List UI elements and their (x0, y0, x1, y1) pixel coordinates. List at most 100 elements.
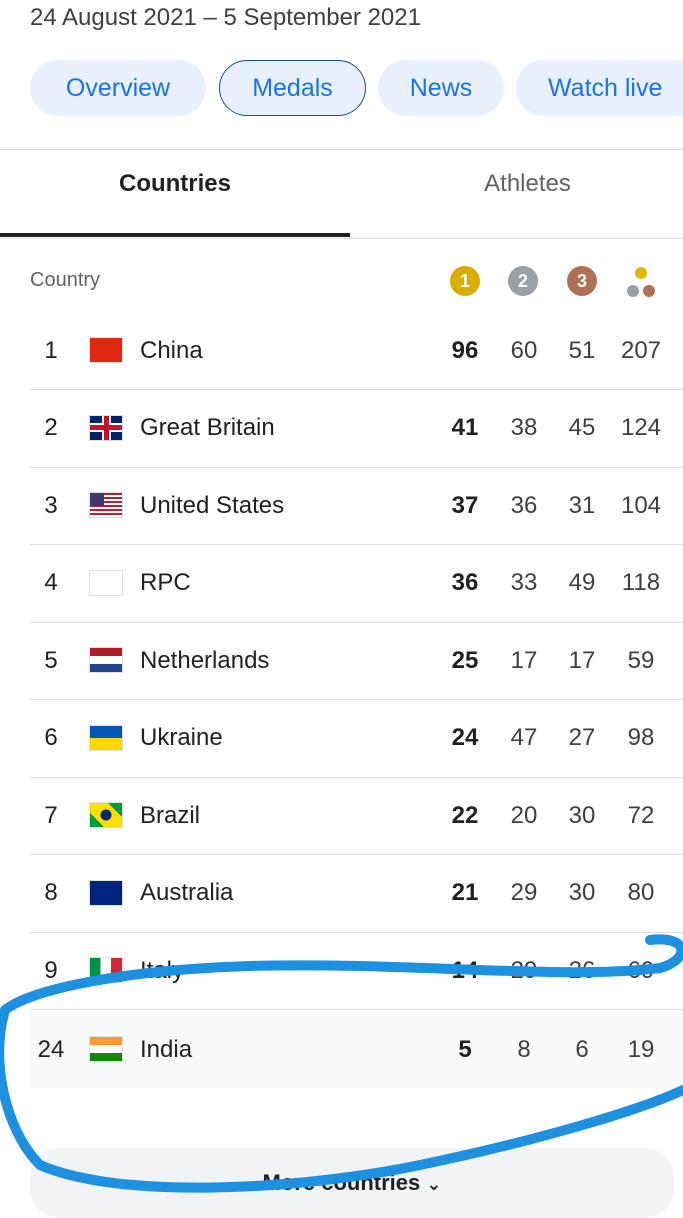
country-name: Netherlands (140, 646, 270, 674)
table-row: 6 Ukraine 24 47 27 98 (30, 700, 683, 777)
country-name: India (140, 1035, 193, 1063)
row-divider (30, 621, 683, 623)
table-row: 1 China 96 60 51 207 (30, 312, 683, 389)
rank: 5 (44, 646, 58, 674)
column-country: Country (30, 269, 101, 291)
total-count: 59 (627, 646, 655, 674)
bronze-count: 26 (568, 956, 596, 984)
row-divider (30, 544, 683, 545)
flag (90, 415, 122, 440)
row-divider (30, 699, 683, 700)
gold-count: 24 (451, 724, 479, 751)
total-count: 80 (627, 879, 655, 906)
flag (90, 803, 122, 827)
table-row: 24 India 5 8 6 19 (30, 1011, 683, 1088)
country-name: RPC (140, 569, 191, 596)
silver-count: 29 (510, 879, 538, 906)
table-row: 2 Great Britain 41 38 45 124 (30, 390, 683, 467)
flag (90, 338, 122, 362)
tab-countries[interactable]: Countries (118, 170, 231, 197)
silver-count: 8 (517, 1035, 531, 1063)
rank: 8 (44, 879, 58, 906)
rank: 2 (44, 414, 58, 441)
row-divider (30, 776, 683, 778)
table-row: 9 Italy 14 29 26 69 (30, 932, 683, 1009)
gold-count: 22 (451, 801, 479, 829)
table-row: 7 Brazil 22 20 30 72 (30, 777, 683, 854)
silver-count: 60 (510, 336, 538, 364)
flag (90, 570, 122, 595)
rank: 9 (44, 956, 58, 984)
tab-athletes[interactable]: Athletes (484, 170, 571, 197)
gold-count: 96 (451, 336, 479, 364)
row-divider (30, 1009, 683, 1010)
rank: 24 (37, 1035, 65, 1063)
flag (90, 958, 122, 982)
rank: 7 (44, 801, 58, 829)
flag (90, 725, 122, 750)
chip-watch-live[interactable]: Watch live (516, 60, 683, 116)
gold-icon: 1 (450, 266, 480, 296)
silver-count: 17 (510, 646, 538, 674)
flag (90, 493, 122, 517)
table-row: 8 Australia 21 29 30 80 (30, 855, 683, 932)
country-name: Australia (140, 879, 234, 906)
country-name: China (140, 336, 203, 364)
country-name: Ukraine (140, 724, 223, 751)
bronze-count: 17 (568, 646, 596, 674)
row-divider (30, 389, 683, 390)
gold-count: 41 (451, 414, 479, 441)
chip-news[interactable]: News (378, 60, 504, 116)
silver-count: 29 (510, 956, 538, 984)
bronze-count: 51 (568, 336, 596, 364)
bronze-icon: 3 (567, 266, 597, 296)
country-name: Brazil (140, 801, 201, 829)
country-name: United States (140, 491, 285, 519)
total-count: 19 (627, 1035, 655, 1063)
total-count: 207 (620, 336, 662, 364)
rank: 3 (44, 491, 58, 519)
chip-medals[interactable]: Medals (219, 60, 366, 116)
tab-indicator (0, 233, 350, 237)
total-count: 124 (620, 414, 662, 441)
silver-count: 20 (510, 801, 538, 829)
total-count: 98 (627, 724, 655, 751)
gold-count: 25 (451, 646, 479, 674)
total-count: 118 (621, 569, 661, 596)
silver-count: 38 (510, 414, 538, 441)
gold-count: 21 (451, 879, 479, 906)
chip-overview[interactable]: Overview (30, 60, 206, 116)
gold-count: 37 (451, 491, 479, 519)
bronze-count: 6 (575, 1035, 589, 1063)
rank: 6 (44, 724, 58, 751)
total-icon (627, 267, 655, 297)
country-name: Great Britain (140, 414, 275, 441)
total-count: 104 (620, 491, 662, 519)
divider (0, 238, 683, 239)
divider (0, 149, 683, 150)
table-row: 4 RPC 36 33 49 118 (30, 545, 683, 622)
row-divider (30, 931, 683, 933)
row-divider (30, 466, 683, 468)
silver-count: 36 (510, 491, 538, 519)
country-name: Italy (140, 956, 185, 984)
table-row: 5 Netherlands 25 17 17 59 (30, 622, 683, 699)
silver-count: 47 (510, 724, 538, 751)
silver-count: 33 (510, 569, 538, 596)
row-divider (30, 854, 683, 855)
silver-icon: 2 (508, 266, 538, 296)
bronze-count: 49 (568, 569, 596, 596)
bronze-count: 30 (568, 801, 596, 829)
total-count: 72 (627, 801, 655, 829)
flag (90, 648, 122, 672)
bronze-count: 30 (568, 879, 596, 906)
bronze-count: 45 (568, 414, 596, 441)
gold-count: 14 (451, 956, 479, 984)
date-range: 24 August 2021 – 5 September 2021 (30, 4, 421, 31)
flag (90, 1037, 122, 1061)
more-button-label[interactable]: More countries ⌄ (262, 1170, 442, 1195)
bronze-count: 31 (568, 491, 596, 519)
bronze-count: 27 (568, 724, 596, 751)
flag (90, 880, 122, 905)
